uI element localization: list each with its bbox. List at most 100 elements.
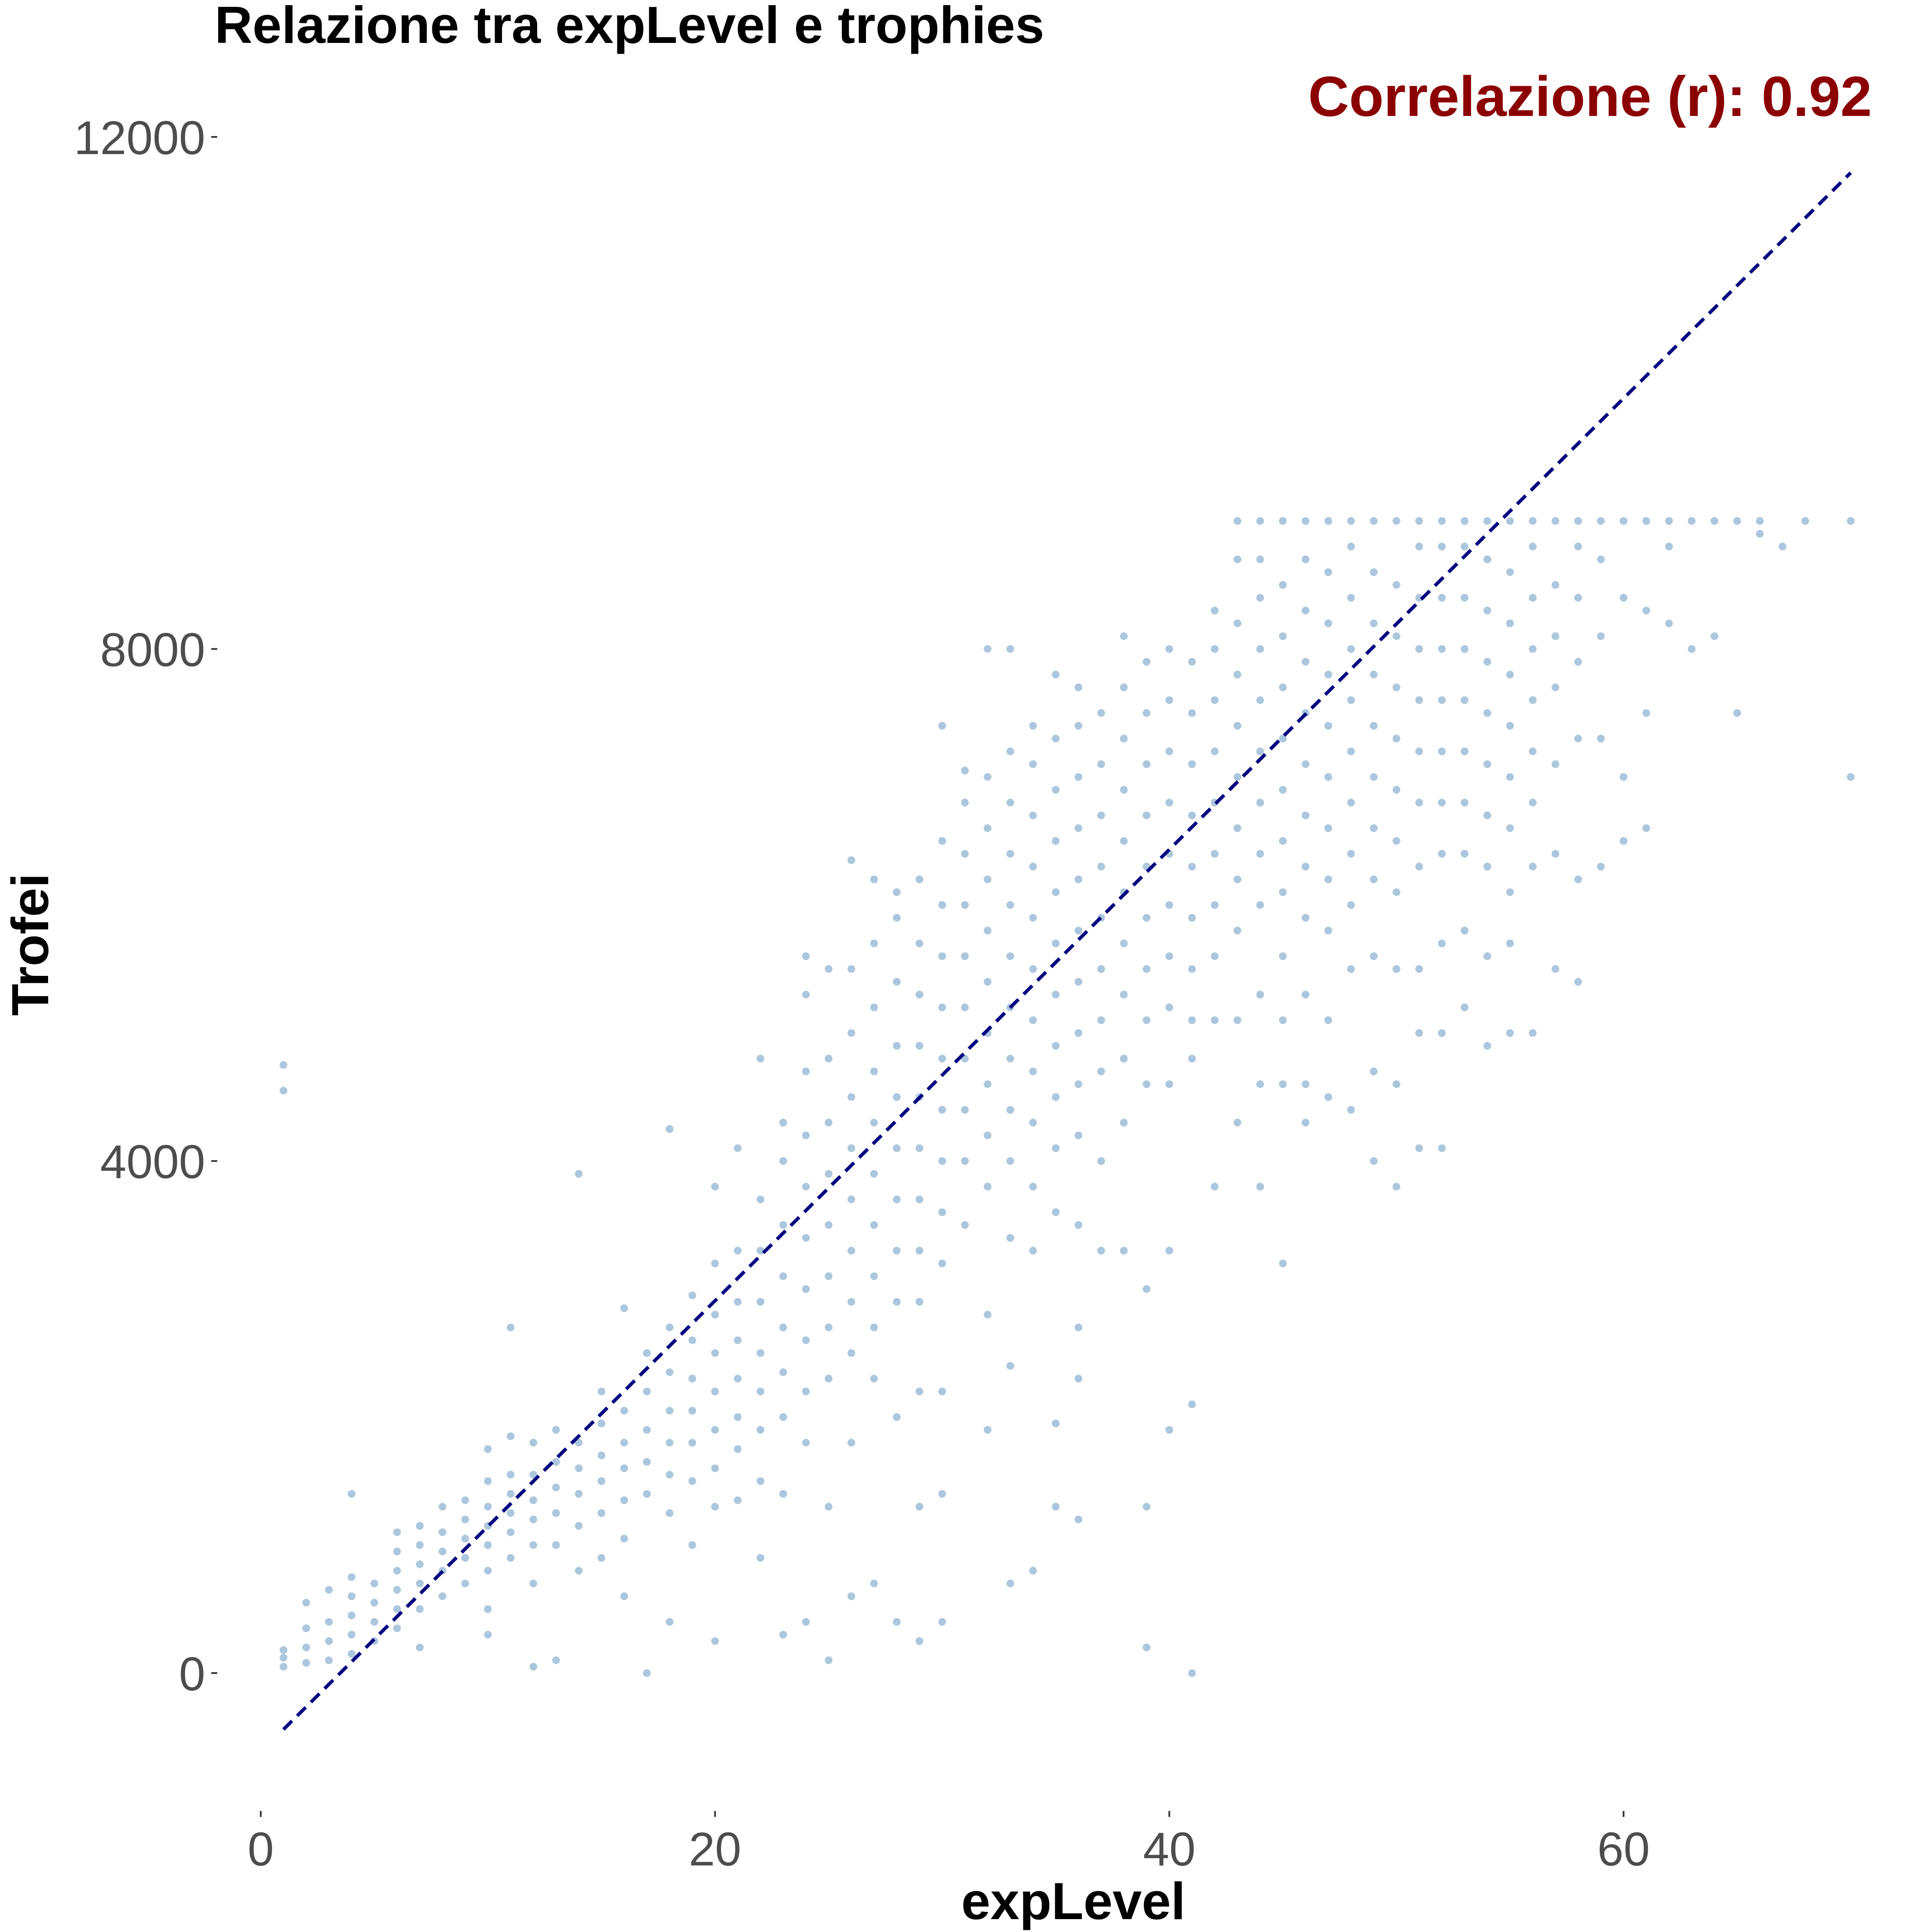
data-point: [1233, 875, 1242, 884]
data-point: [984, 978, 992, 986]
data-point: [1438, 850, 1446, 858]
data-point: [756, 1388, 765, 1395]
data-point: [734, 1496, 742, 1504]
correlation-annotation: Correlazione (r): 0.92: [1308, 65, 1872, 128]
data-point: [847, 965, 855, 973]
data-point: [1165, 952, 1173, 960]
data-point: [847, 1195, 855, 1203]
data-point: [1506, 824, 1514, 832]
data-point: [847, 1144, 855, 1152]
data-point: [1347, 850, 1355, 858]
data-point: [1574, 978, 1582, 986]
data-point: [1097, 760, 1105, 768]
data-point: [597, 1419, 605, 1428]
data-point: [847, 1298, 855, 1306]
data-point: [1347, 747, 1355, 756]
data-point: [893, 978, 901, 986]
data-point: [1461, 696, 1469, 704]
data-point: [1370, 952, 1378, 960]
data-point: [1188, 1054, 1196, 1063]
data-point: [1642, 709, 1650, 717]
data-point: [1279, 632, 1287, 640]
data-point: [665, 1470, 674, 1479]
data-point: [802, 990, 810, 999]
data-point: [1324, 1016, 1332, 1024]
data-point: [938, 1490, 946, 1498]
data-point: [1188, 914, 1196, 922]
data-point: [1551, 683, 1559, 691]
data-point: [1574, 594, 1582, 602]
data-point: [1256, 594, 1264, 602]
data-point: [984, 824, 992, 832]
data-point: [870, 1003, 878, 1012]
x-axis-title: expLevel: [961, 1872, 1185, 1930]
data-point: [552, 1483, 560, 1492]
data-point: [1529, 799, 1537, 807]
data-point: [734, 1247, 742, 1255]
data-point: [1392, 786, 1400, 794]
data-point: [1506, 568, 1514, 576]
data-point: [938, 1618, 946, 1626]
data-point: [1483, 811, 1492, 820]
data-point: [1392, 735, 1400, 743]
data-point: [302, 1624, 310, 1632]
data-point: [1733, 709, 1741, 717]
chart-title: Relazione tra expLevel e trophies: [215, 0, 1044, 54]
data-point: [734, 1413, 742, 1421]
data-point: [1529, 543, 1537, 550]
data-point: [915, 939, 923, 948]
data-point: [1392, 1182, 1400, 1191]
data-points: [279, 517, 1855, 1677]
data-point: [529, 1580, 538, 1588]
data-point: [620, 1534, 628, 1543]
data-point: [1142, 1080, 1151, 1088]
data-point: [1052, 837, 1060, 845]
data-point: [1211, 1182, 1219, 1191]
data-point: [1029, 1016, 1037, 1024]
data-point: [779, 1157, 787, 1165]
data-point: [1438, 747, 1446, 756]
data-point: [1052, 671, 1060, 679]
data-point: [893, 1298, 901, 1306]
data-point: [325, 1656, 333, 1665]
data-point: [507, 1528, 515, 1536]
data-point: [1188, 760, 1196, 768]
data-point: [893, 888, 901, 896]
data-point: [1120, 1118, 1128, 1127]
data-point: [1165, 1247, 1173, 1255]
y-tick-label: 4000: [100, 1136, 205, 1188]
data-point: [597, 1509, 605, 1517]
data-point: [1483, 863, 1492, 871]
data-point: [1619, 773, 1628, 781]
data-point: [1165, 1426, 1173, 1434]
data-point: [1392, 965, 1400, 973]
data-point: [756, 1554, 765, 1562]
data-point: [1597, 632, 1605, 640]
data-point: [1665, 543, 1673, 550]
data-point: [1597, 863, 1605, 871]
data-point: [575, 1567, 583, 1575]
data-point: [1301, 607, 1309, 615]
data-point: [915, 1388, 923, 1395]
data-point: [984, 1182, 992, 1191]
data-point: [1074, 978, 1082, 986]
data-point: [711, 1182, 719, 1191]
data-point: [1097, 1016, 1105, 1024]
data-point: [779, 1118, 787, 1127]
data-point: [1006, 850, 1015, 858]
data-point: [984, 773, 992, 781]
data-point: [1097, 709, 1105, 717]
data-point: [1256, 747, 1264, 756]
data-point: [711, 1637, 719, 1645]
data-point: [734, 1375, 742, 1383]
data-point: [1256, 517, 1264, 525]
data-point: [1347, 696, 1355, 704]
data-point: [1324, 722, 1332, 730]
data-point: [1233, 824, 1242, 832]
data-point: [484, 1503, 492, 1511]
data-point: [575, 1170, 583, 1178]
data-point: [507, 1509, 515, 1517]
data-point: [1165, 799, 1173, 807]
data-point: [575, 1439, 583, 1447]
data-point: [984, 1131, 992, 1139]
